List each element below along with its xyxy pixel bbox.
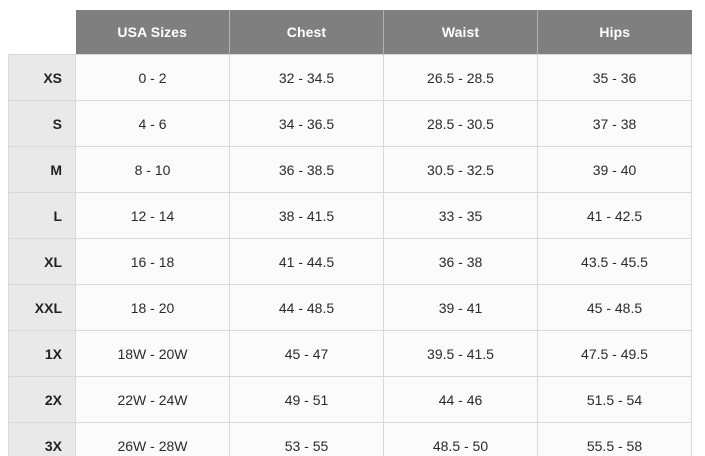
row-label-l: L (8, 192, 76, 239)
cell-hips: 47.5 - 49.5 (537, 330, 692, 377)
column-header-chest: Chest (229, 10, 384, 55)
cell-waist: 28.5 - 30.5 (383, 100, 538, 147)
table-row-xxl: XXL 18 - 20 44 - 48.5 39 - 41 45 - 48.5 (8, 284, 692, 331)
row-label-xs: XS (8, 54, 76, 101)
cell-waist: 44 - 46 (383, 376, 538, 423)
cell-waist: 30.5 - 32.5 (383, 146, 538, 193)
cell-usa-sizes: 8 - 10 (75, 146, 230, 193)
cell-chest: 44 - 48.5 (229, 284, 384, 331)
cell-usa-sizes: 0 - 2 (75, 54, 230, 101)
table-row-3x: 3X 26W - 28W 53 - 55 48.5 - 50 55.5 - 58 (8, 422, 692, 456)
table-row-1x: 1X 18W - 20W 45 - 47 39.5 - 41.5 47.5 - … (8, 330, 692, 377)
row-label-3x: 3X (8, 422, 76, 456)
cell-chest: 38 - 41.5 (229, 192, 384, 239)
cell-chest: 45 - 47 (229, 330, 384, 377)
cell-hips: 43.5 - 45.5 (537, 238, 692, 285)
cell-chest: 41 - 44.5 (229, 238, 384, 285)
column-header-waist: Waist (383, 10, 538, 55)
row-label-m: M (8, 146, 76, 193)
cell-waist: 48.5 - 50 (383, 422, 538, 456)
cell-chest: 36 - 38.5 (229, 146, 384, 193)
cell-hips: 41 - 42.5 (537, 192, 692, 239)
cell-chest: 53 - 55 (229, 422, 384, 456)
column-header-usa-sizes: USA Sizes (75, 10, 230, 55)
cell-waist: 33 - 35 (383, 192, 538, 239)
row-label-1x: 1X (8, 330, 76, 377)
cell-waist: 39.5 - 41.5 (383, 330, 538, 377)
cell-hips: 37 - 38 (537, 100, 692, 147)
cell-usa-sizes: 26W - 28W (75, 422, 230, 456)
column-header-hips: Hips (537, 10, 692, 55)
cell-usa-sizes: 12 - 14 (75, 192, 230, 239)
cell-usa-sizes: 16 - 18 (75, 238, 230, 285)
cell-hips: 51.5 - 54 (537, 376, 692, 423)
row-label-s: S (8, 100, 76, 147)
size-chart-table: USA Sizes Chest Waist Hips XS 0 - 2 32 -… (8, 10, 692, 456)
table-row-xl: XL 16 - 18 41 - 44.5 36 - 38 43.5 - 45.5 (8, 238, 692, 285)
cell-waist: 36 - 38 (383, 238, 538, 285)
cell-chest: 34 - 36.5 (229, 100, 384, 147)
cell-usa-sizes: 22W - 24W (75, 376, 230, 423)
table-row-l: L 12 - 14 38 - 41.5 33 - 35 41 - 42.5 (8, 192, 692, 239)
cell-waist: 39 - 41 (383, 284, 538, 331)
table-row-2x: 2X 22W - 24W 49 - 51 44 - 46 51.5 - 54 (8, 376, 692, 423)
corner-blank-cell (8, 10, 76, 55)
cell-usa-sizes: 18W - 20W (75, 330, 230, 377)
table-header-row: USA Sizes Chest Waist Hips (8, 10, 692, 55)
cell-hips: 45 - 48.5 (537, 284, 692, 331)
table-row-m: M 8 - 10 36 - 38.5 30.5 - 32.5 39 - 40 (8, 146, 692, 193)
cell-hips: 39 - 40 (537, 146, 692, 193)
cell-chest: 49 - 51 (229, 376, 384, 423)
row-label-2x: 2X (8, 376, 76, 423)
table-row-xs: XS 0 - 2 32 - 34.5 26.5 - 28.5 35 - 36 (8, 54, 692, 101)
row-label-xl: XL (8, 238, 76, 285)
cell-usa-sizes: 18 - 20 (75, 284, 230, 331)
cell-hips: 55.5 - 58 (537, 422, 692, 456)
table-row-s: S 4 - 6 34 - 36.5 28.5 - 30.5 37 - 38 (8, 100, 692, 147)
cell-chest: 32 - 34.5 (229, 54, 384, 101)
row-label-xxl: XXL (8, 284, 76, 331)
cell-hips: 35 - 36 (537, 54, 692, 101)
cell-waist: 26.5 - 28.5 (383, 54, 538, 101)
cell-usa-sizes: 4 - 6 (75, 100, 230, 147)
